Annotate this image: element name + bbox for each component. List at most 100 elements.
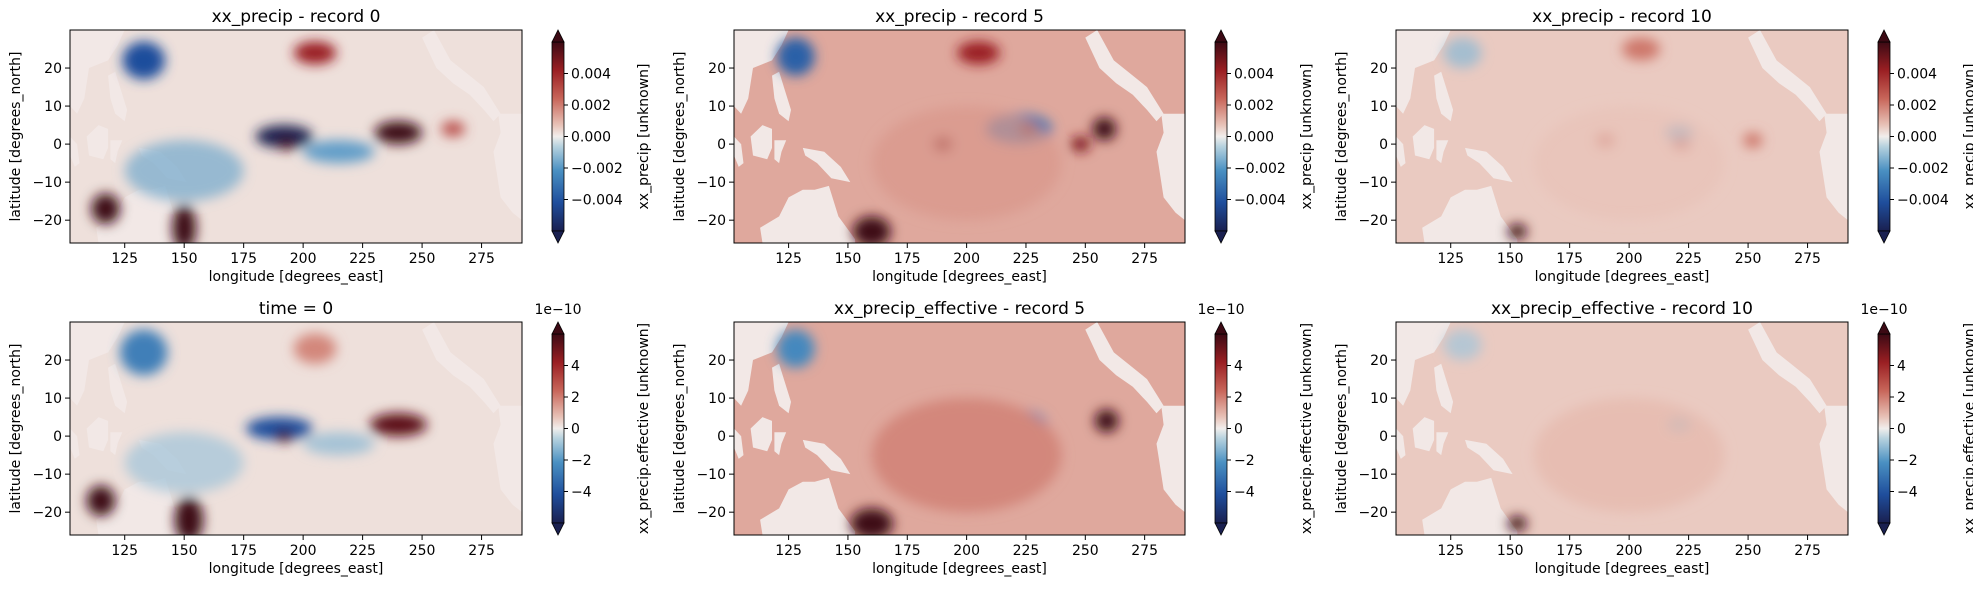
colorbar-tick-label: 0.002 bbox=[1234, 98, 1274, 114]
panel-0: 125 150 175 200 225 250 275 −20 −10 0 10 20 xx_preci… bbox=[8, 7, 652, 285]
colorbar-label: xx_precip [unknown] bbox=[1962, 64, 1973, 210]
panel-title: xx_precip - record 5 bbox=[875, 7, 1044, 27]
panel-4: 125 150 175 200 225 250 275−20−1001020xx_preci… bbox=[672, 299, 1315, 577]
field bbox=[734, 322, 1185, 535]
y-axis-label: latitude [degrees_north] bbox=[1334, 344, 1350, 514]
land-philippines bbox=[108, 71, 128, 122]
x-tick-label: 125 bbox=[111, 251, 138, 267]
x-tick-label: 200 bbox=[1616, 251, 1643, 267]
colorbar-tick-label: 0.004 bbox=[1234, 67, 1274, 83]
colorbar-exponent: 1e−10 bbox=[534, 302, 581, 318]
x-tick-label: 200 bbox=[290, 543, 317, 559]
axes-frame bbox=[69, 321, 523, 536]
anomaly-6 bbox=[124, 432, 244, 494]
anomaly-7 bbox=[1507, 223, 1527, 240]
land-sulawesi bbox=[1436, 432, 1449, 456]
colorbar-tick-label: −2 bbox=[571, 453, 592, 469]
y-tick-label: 0 bbox=[717, 429, 726, 445]
colorbar-extend-min bbox=[551, 230, 565, 244]
y-tick-label: 0 bbox=[53, 137, 62, 153]
land-australia bbox=[1422, 477, 1518, 535]
x-tick-label: 225 bbox=[1675, 251, 1702, 267]
land-borneo bbox=[750, 125, 772, 160]
colorbar-tick-label: 0.000 bbox=[1234, 130, 1274, 146]
anomaly-5 bbox=[303, 432, 375, 456]
colorbar-extend-max bbox=[1877, 321, 1891, 335]
anomaly-0 bbox=[122, 41, 166, 80]
colorbar-tick-label: 4 bbox=[1234, 359, 1243, 375]
anomaly-0 bbox=[776, 37, 815, 76]
colorbar-body bbox=[1214, 333, 1228, 524]
panel-title: time = 0 bbox=[259, 299, 333, 319]
x-tick-label: 250 bbox=[409, 251, 436, 267]
x-tick-label: 225 bbox=[1675, 543, 1702, 559]
colorbar-body bbox=[551, 333, 565, 524]
y-tick-label: 20 bbox=[44, 61, 62, 77]
axes-frame bbox=[1395, 321, 1849, 536]
land-central-america bbox=[422, 322, 501, 414]
land-sulawesi bbox=[110, 432, 123, 456]
land-new-guinea bbox=[1465, 147, 1513, 183]
y-tick-label: −10 bbox=[696, 175, 726, 191]
land-asia bbox=[1396, 322, 1451, 406]
anomaly-2 bbox=[255, 125, 313, 148]
x-tick-label: 225 bbox=[349, 251, 376, 267]
anomaly-0 bbox=[1443, 37, 1482, 69]
anomaly-7 bbox=[124, 140, 244, 202]
anomaly-3 bbox=[1507, 515, 1527, 532]
colorbar-body bbox=[1877, 333, 1891, 524]
colorbar-tick-label: 0.004 bbox=[571, 67, 611, 83]
panel-title: xx_precip_effective - record 5 bbox=[834, 299, 1085, 319]
y-tick-label: 10 bbox=[708, 99, 726, 115]
land-philippines bbox=[108, 363, 128, 414]
panel-title: xx_precip_effective - record 10 bbox=[1491, 299, 1753, 319]
colorbar-extend-max bbox=[551, 29, 565, 43]
axes-frame bbox=[733, 321, 1186, 536]
panel-1: 125 150 175 200 225 250 275 −20 −10 0 10 20 xx_preci… bbox=[672, 7, 1315, 285]
x-tick-label: 175 bbox=[894, 251, 921, 267]
x-tick-label: 175 bbox=[894, 543, 921, 559]
panel-5: 125 150 175 200 225 250 275−20−1001020xx_preci… bbox=[1334, 299, 1973, 577]
land-borneo bbox=[750, 417, 772, 452]
colorbar-body bbox=[1877, 41, 1891, 232]
x-tick-label: 200 bbox=[290, 251, 317, 267]
x-tick-label: 275 bbox=[1131, 543, 1158, 559]
x-axis-label: longitude [degrees_east] bbox=[1535, 269, 1710, 285]
y-tick-label: −10 bbox=[1358, 467, 1388, 483]
y-axis-label: latitude [degrees_north] bbox=[1334, 52, 1350, 222]
colorbar-extend-min bbox=[1877, 522, 1891, 536]
colorbar-extend-max bbox=[1214, 29, 1228, 43]
colorbar-tick-label: −4 bbox=[1897, 485, 1918, 501]
colorbar-extend-min bbox=[1877, 230, 1891, 244]
land-sumatra bbox=[1396, 428, 1406, 459]
land-australia bbox=[760, 477, 856, 535]
land-philippines bbox=[772, 363, 791, 414]
y-tick-label: 20 bbox=[44, 353, 62, 369]
anomaly-6 bbox=[303, 140, 375, 164]
x-tick-label: 150 bbox=[835, 251, 862, 267]
y-tick-label: 20 bbox=[1370, 61, 1388, 77]
colorbar-tick-label: −0.002 bbox=[571, 161, 623, 177]
colorbar-tick-label: 2 bbox=[1897, 390, 1906, 406]
colorbar-tick-label: −2 bbox=[1897, 453, 1918, 469]
colorbar-tick-label: −0.002 bbox=[1234, 161, 1286, 177]
field bbox=[70, 30, 522, 243]
land-philippines bbox=[1434, 71, 1454, 122]
panel-title: xx_precip - record 0 bbox=[212, 7, 381, 27]
anomaly-4 bbox=[374, 121, 423, 145]
x-tick-label: 275 bbox=[1131, 251, 1158, 267]
land-asia bbox=[70, 30, 125, 114]
land-sumatra bbox=[734, 428, 744, 459]
land-south-america bbox=[1819, 405, 1848, 513]
x-tick-label: 250 bbox=[1072, 251, 1099, 267]
colorbar-tick-label: −0.002 bbox=[1897, 161, 1949, 177]
y-axis-label: latitude [degrees_north] bbox=[8, 52, 24, 222]
land-australia bbox=[1422, 185, 1518, 243]
anomaly-8 bbox=[852, 216, 891, 243]
y-tick-label: −10 bbox=[32, 175, 62, 191]
anomaly-7 bbox=[86, 485, 116, 516]
colorbar-tick-label: −0.004 bbox=[1897, 193, 1949, 209]
x-tick-label: 175 bbox=[230, 543, 257, 559]
